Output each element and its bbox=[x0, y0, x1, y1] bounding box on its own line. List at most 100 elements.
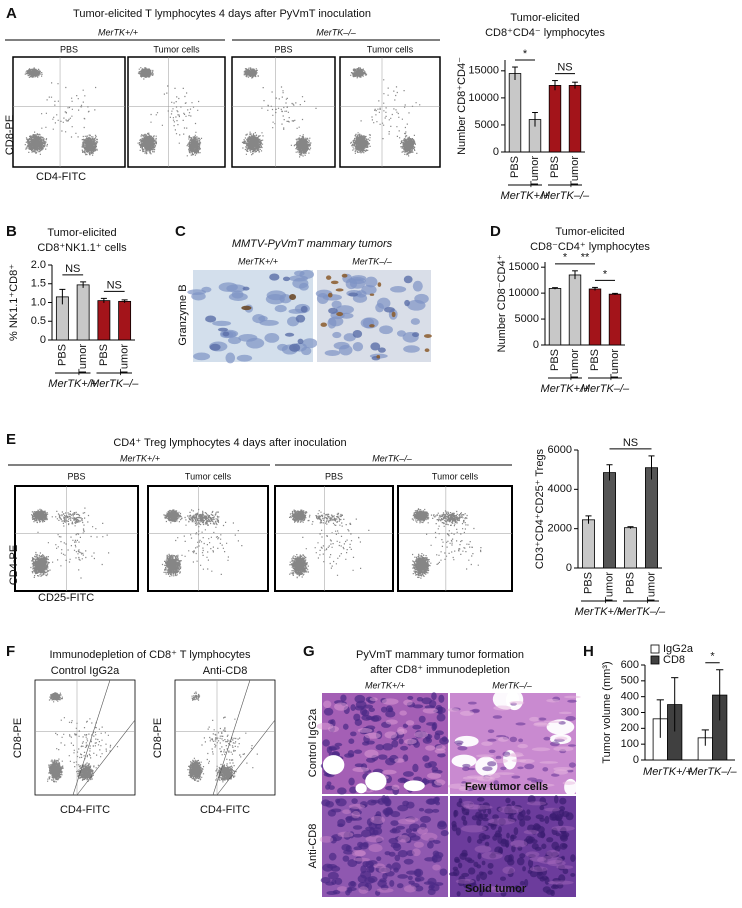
cell bbox=[342, 855, 350, 862]
cell bbox=[393, 867, 399, 873]
panel-title: Immunodepletion of CD8⁺ T lymphocytes bbox=[49, 649, 251, 661]
cell bbox=[414, 877, 422, 882]
cell bbox=[389, 828, 401, 834]
bar bbox=[588, 288, 602, 346]
cell bbox=[336, 311, 344, 317]
cell bbox=[252, 313, 266, 324]
group-label: MerTK+/+ bbox=[120, 453, 160, 463]
caption: Few tumor cells bbox=[465, 781, 548, 793]
cell bbox=[519, 853, 526, 859]
cell bbox=[323, 707, 334, 716]
cell bbox=[570, 872, 576, 877]
cell bbox=[367, 799, 377, 806]
cell bbox=[514, 805, 522, 809]
cell bbox=[343, 831, 351, 840]
cell bbox=[320, 322, 327, 327]
cell bbox=[352, 342, 364, 352]
cell bbox=[419, 815, 432, 823]
y-tick-label: 4000 bbox=[548, 483, 572, 495]
y-tick-label: 15000 bbox=[468, 65, 499, 77]
cell bbox=[405, 828, 413, 834]
cell bbox=[327, 317, 337, 329]
cell bbox=[434, 779, 446, 786]
cell bbox=[509, 736, 518, 743]
panel-title: CD4⁺ Treg lymphocytes 4 days after inocu… bbox=[113, 437, 346, 449]
cell bbox=[527, 795, 536, 804]
cell bbox=[488, 749, 496, 754]
cell bbox=[504, 806, 511, 815]
cell bbox=[366, 818, 373, 826]
cell bbox=[436, 713, 446, 722]
cell bbox=[553, 769, 569, 775]
flow-events bbox=[161, 508, 243, 577]
x-tick-label: MerTK+/+ bbox=[643, 766, 692, 778]
cell bbox=[327, 292, 333, 298]
cell bbox=[481, 851, 503, 860]
flow-events bbox=[30, 507, 110, 579]
cell bbox=[413, 841, 424, 848]
cell bbox=[545, 851, 553, 860]
cell bbox=[403, 885, 417, 893]
cell bbox=[381, 698, 399, 705]
x-tick-label: PBS bbox=[509, 156, 521, 178]
cell bbox=[342, 809, 352, 815]
error-bar bbox=[552, 287, 558, 290]
cell bbox=[561, 855, 565, 860]
cell bbox=[458, 787, 470, 792]
cell bbox=[505, 689, 524, 711]
cell bbox=[354, 850, 367, 857]
cell bbox=[481, 860, 486, 866]
cell bbox=[478, 832, 487, 842]
cell bbox=[348, 803, 366, 810]
cell bbox=[342, 723, 349, 730]
cell bbox=[467, 701, 477, 705]
cell bbox=[408, 823, 420, 832]
bar bbox=[548, 85, 562, 153]
chart-title: Tumor-elicited bbox=[555, 226, 624, 238]
cell bbox=[396, 835, 403, 840]
cell bbox=[454, 740, 464, 745]
cell bbox=[458, 875, 466, 884]
cell bbox=[402, 771, 414, 777]
cell bbox=[385, 705, 393, 713]
cell bbox=[547, 880, 574, 885]
cell bbox=[420, 832, 438, 841]
cell bbox=[370, 815, 386, 824]
plot-label: Tumor cells bbox=[153, 44, 200, 54]
cell bbox=[399, 710, 407, 716]
cell bbox=[424, 348, 430, 353]
cell bbox=[401, 832, 409, 840]
cell bbox=[355, 783, 367, 794]
cell bbox=[546, 837, 554, 843]
bar bbox=[568, 274, 582, 346]
cell bbox=[434, 730, 444, 736]
row-label: Anti-CD8 bbox=[307, 824, 319, 869]
cell bbox=[439, 868, 448, 876]
cell bbox=[552, 883, 558, 889]
gate-line bbox=[76, 719, 136, 796]
y-tick-label: 10000 bbox=[508, 287, 539, 299]
cell bbox=[396, 883, 404, 889]
cell bbox=[434, 748, 446, 754]
cell bbox=[482, 802, 491, 811]
cell bbox=[432, 808, 440, 813]
cell bbox=[565, 716, 576, 722]
cell bbox=[201, 286, 212, 293]
cell bbox=[505, 797, 511, 804]
cell bbox=[447, 708, 460, 712]
cell bbox=[404, 738, 417, 745]
cell bbox=[476, 874, 481, 882]
cell bbox=[391, 862, 401, 871]
cell bbox=[529, 866, 548, 872]
cell bbox=[412, 724, 422, 730]
cell bbox=[228, 292, 248, 302]
cell bbox=[389, 880, 395, 887]
flow-events bbox=[241, 67, 317, 158]
cell bbox=[379, 325, 393, 335]
axis-label: CD8-PE bbox=[12, 718, 24, 758]
cell bbox=[412, 763, 419, 773]
gate-line bbox=[72, 679, 111, 796]
cell bbox=[328, 307, 338, 314]
y-tick-label: 1.0 bbox=[31, 296, 46, 308]
cell bbox=[545, 889, 554, 895]
